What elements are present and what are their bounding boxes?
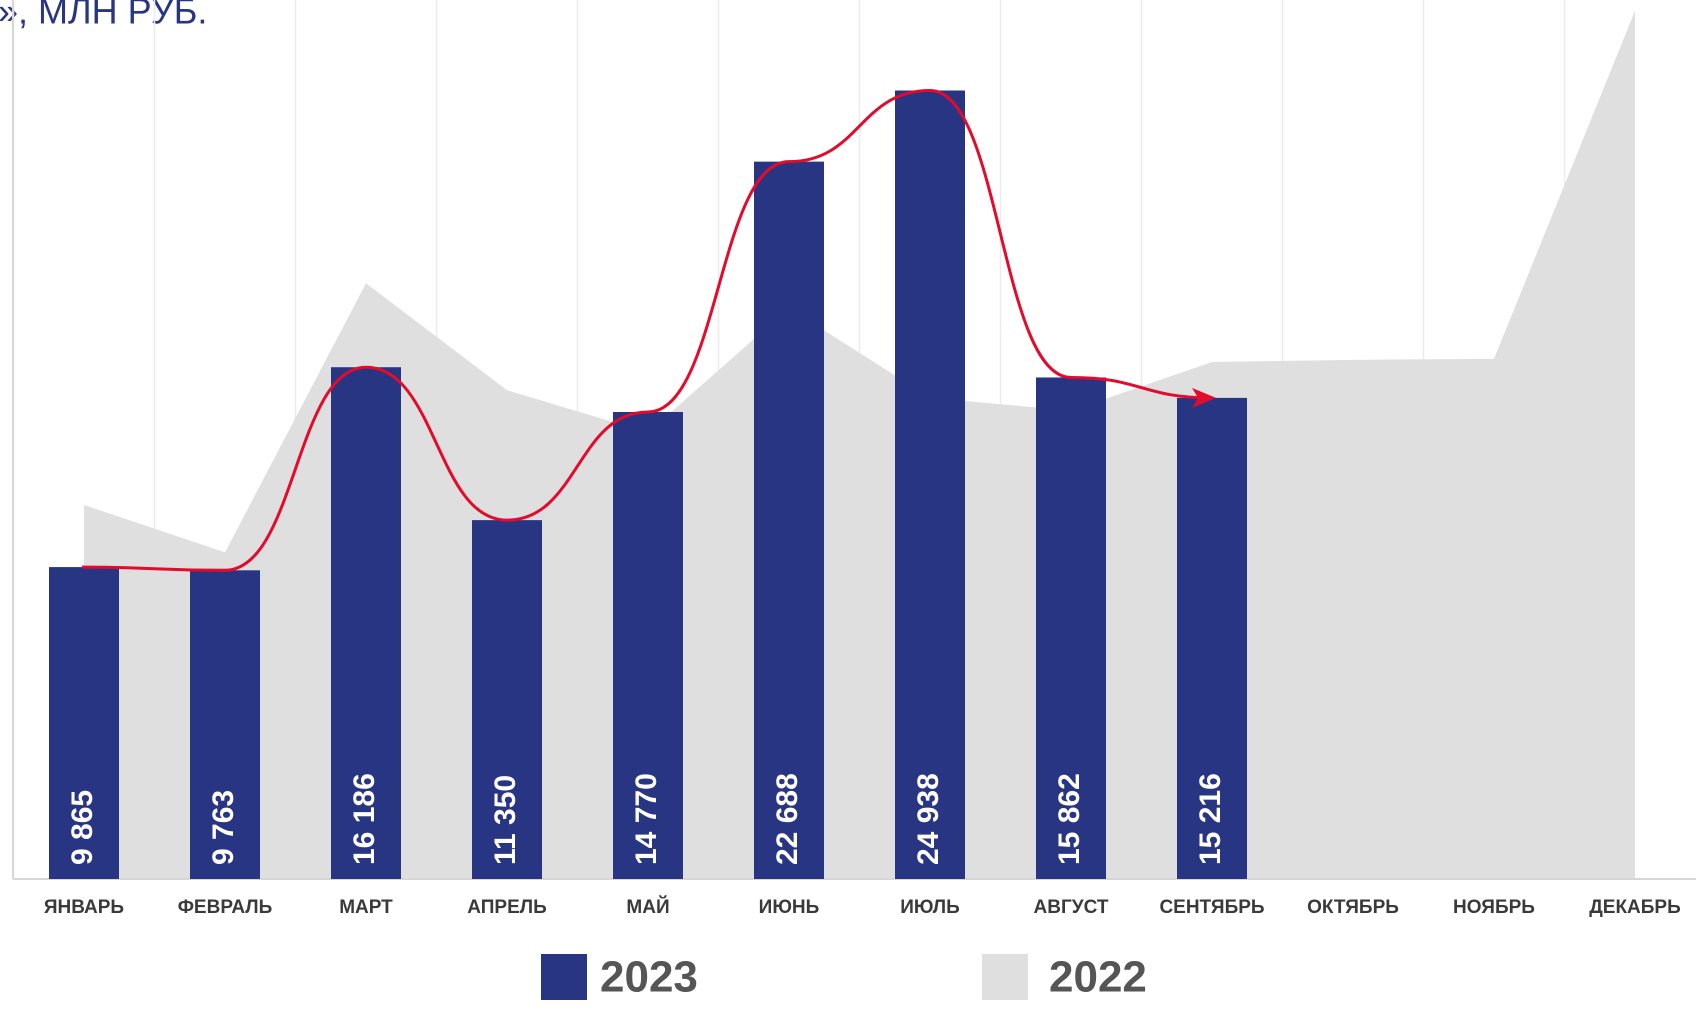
value-label: 24 938 — [912, 773, 945, 865]
value-label: 11 350 — [489, 775, 522, 865]
bar — [331, 367, 401, 879]
bar — [613, 411, 683, 879]
bar — [1036, 377, 1106, 879]
value-label: 14 770 — [630, 773, 663, 865]
value-label: 9 865 — [66, 790, 99, 865]
x-tick-label: ФЕВРАЛЬ — [178, 897, 273, 918]
value-label: 15 216 — [1194, 773, 1227, 865]
x-tick-label: ИЮНЬ — [759, 897, 820, 918]
x-tick-label: МАРТ — [339, 897, 393, 918]
x-tick-label: АПРЕЛЬ — [467, 897, 546, 918]
bar — [754, 161, 824, 879]
chart-title: О», МЛН РУБ. — [0, 0, 207, 32]
x-tick-label: ДЕКАБРЬ — [1589, 897, 1681, 918]
bar — [1177, 397, 1247, 879]
x-tick-label: ЯНВАРЬ — [44, 897, 124, 918]
trend-line — [81, 88, 1213, 572]
value-label: 16 186 — [348, 773, 381, 865]
trend-arrow — [1192, 387, 1216, 408]
value-label: 15 862 — [1053, 773, 1086, 865]
legend-label: 2023 — [600, 953, 698, 1002]
area-2022 — [84, 10, 1635, 879]
value-label: 22 688 — [771, 773, 804, 865]
value-label: 9 763 — [207, 790, 240, 865]
bar — [472, 520, 542, 879]
x-tick-label: СЕНТЯБРЬ — [1159, 897, 1264, 918]
bar — [49, 567, 119, 879]
legend-swatch — [541, 954, 587, 1000]
x-tick-label: МАЙ — [626, 896, 669, 918]
x-tick-label: ИЮЛЬ — [900, 897, 960, 918]
x-tick-label: ОКТЯБРЬ — [1307, 897, 1399, 918]
x-tick-label: АВГУСТ — [1034, 897, 1109, 918]
bar — [895, 90, 965, 879]
legend-swatch — [982, 954, 1028, 1000]
bar — [190, 570, 260, 879]
x-tick-label: НОЯБРЬ — [1453, 897, 1535, 918]
legend-label: 2022 — [1049, 953, 1147, 1002]
